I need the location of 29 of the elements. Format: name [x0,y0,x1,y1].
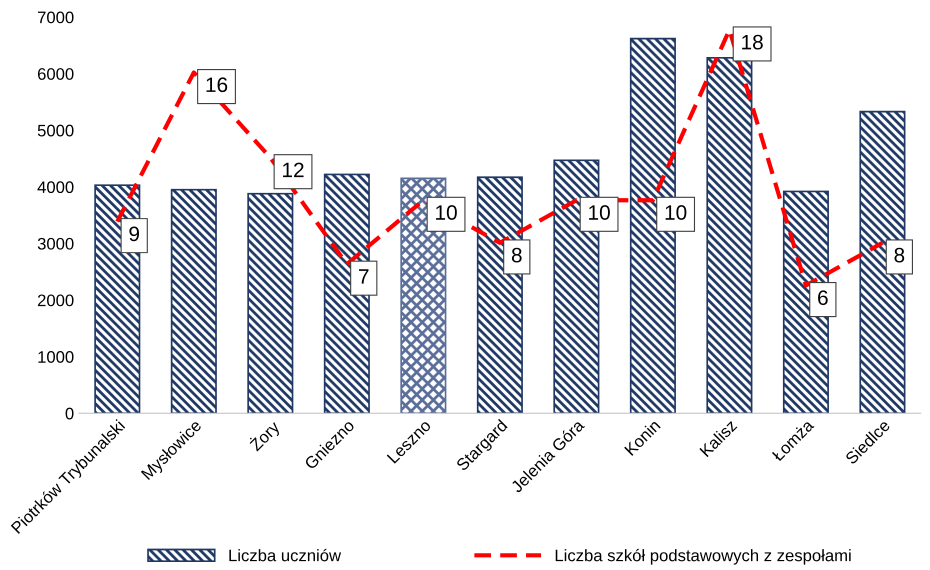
data-label: 8 [894,248,904,263]
data-label: 6 [818,290,828,306]
data-label: 12 [283,162,304,178]
bar [247,192,294,414]
y-tick-label: 2000 [38,294,74,306]
legend-label: Liczba uczniów [229,548,342,562]
data-label: 7 [359,269,368,284]
y-tick-label: 5000 [38,124,74,136]
y-tick-label: 6000 [38,68,74,80]
data-label: 18 [742,34,763,50]
bar [476,176,523,414]
y-tick-label: 7000 [38,12,74,24]
bar [782,190,829,414]
bar [94,184,140,414]
data-label: 10 [666,205,686,220]
data-label: 9 [129,226,140,242]
legend-label: Liczba szkół podstawowych z zespołami [556,548,851,565]
y-tick-label: 1000 [38,351,74,363]
data-label: 8 [512,248,522,263]
bar [324,174,370,414]
bar [170,188,217,414]
data-label: 16 [206,77,228,92]
y-tick-label: 4000 [38,181,74,194]
y-tick-label: 3000 [38,238,74,250]
bar [859,110,906,414]
y-tick-label: 0 [66,408,74,420]
data-label: 10 [436,205,457,220]
bar [706,57,752,414]
data-label: 10 [589,205,610,220]
